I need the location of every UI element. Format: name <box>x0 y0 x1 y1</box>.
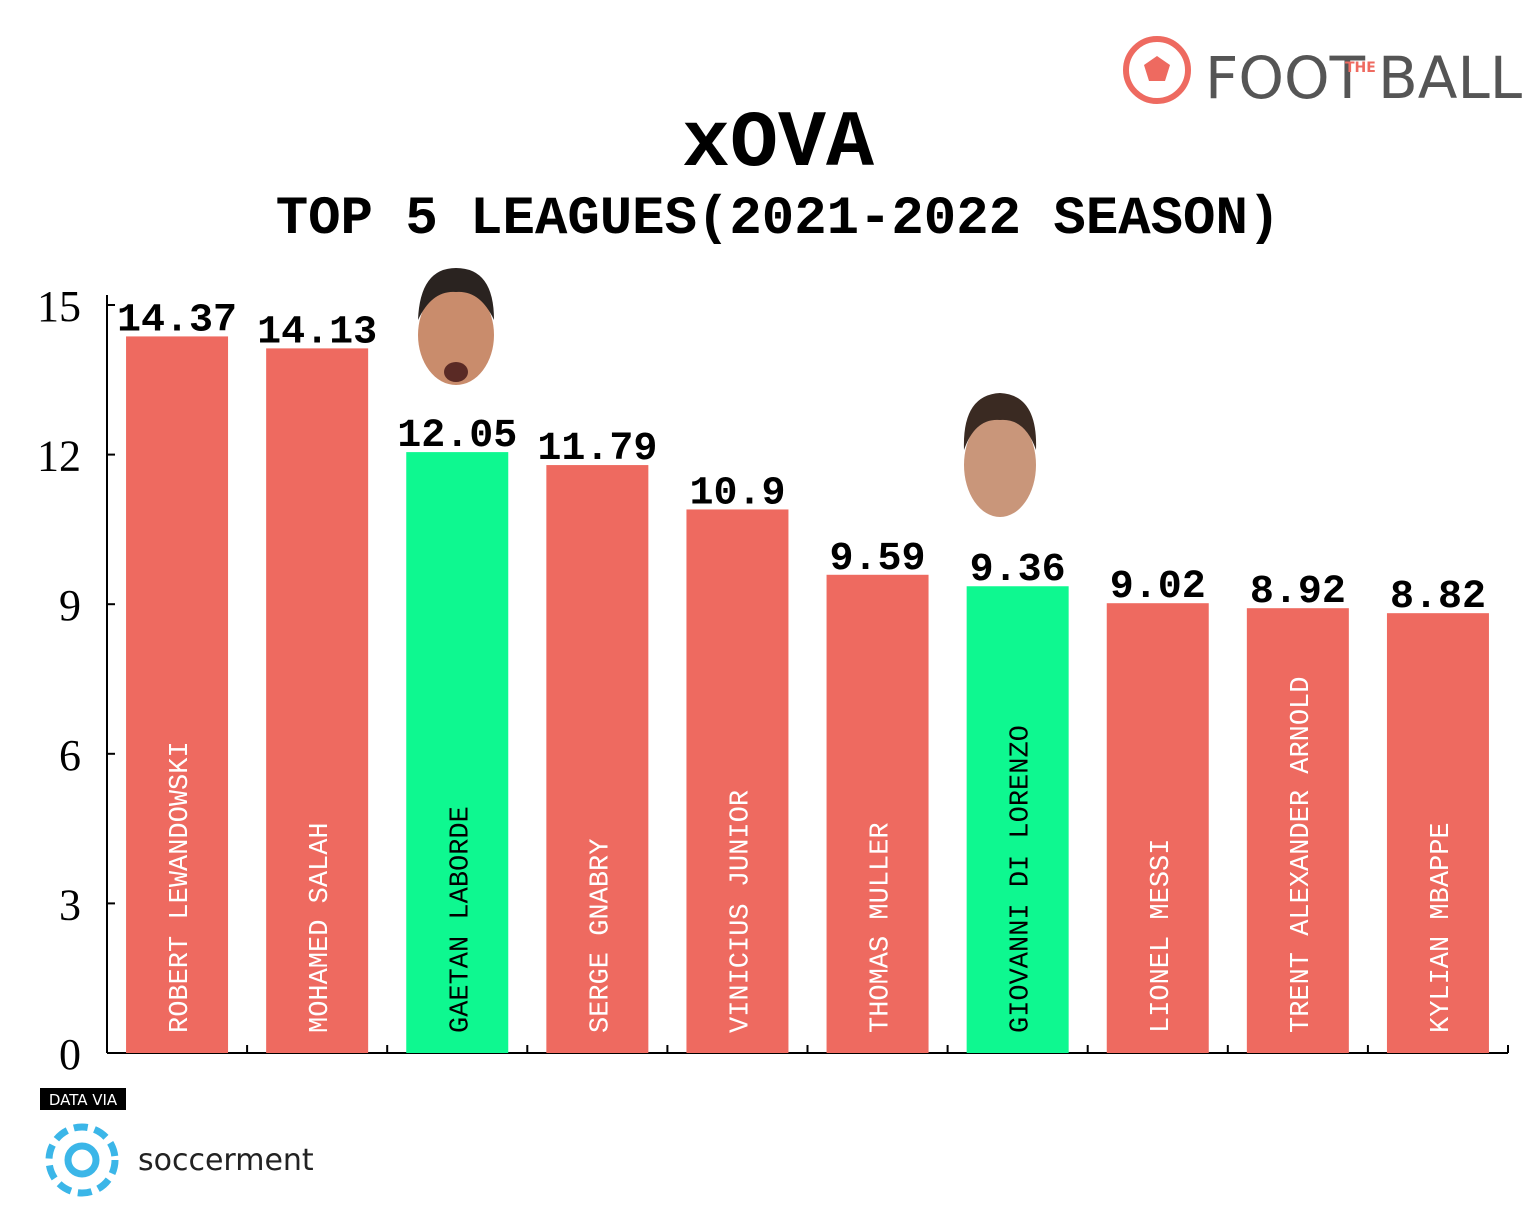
x-tick-label: GIOVANNI DI LORENZO <box>1007 725 1037 1033</box>
value-label: 14.13 <box>257 310 377 355</box>
x-tick-label: SERGE GNABRY <box>586 839 616 1033</box>
logo-text: BALL <box>1378 44 1522 112</box>
player-photo <box>963 393 1037 517</box>
x-tick-label: ROBERT LEWANDOWSKI <box>166 741 196 1033</box>
logo-text: FOOT <box>1205 44 1366 112</box>
x-tick-label: GAETAN LABORDE <box>446 806 476 1033</box>
bar <box>1246 608 1349 1053</box>
x-tick-label: LIONEL MESSI <box>1147 839 1177 1033</box>
y-tick-label: 6 <box>59 731 81 780</box>
bar <box>546 465 649 1053</box>
x-tick-label: THOMAS MULLER <box>867 822 897 1033</box>
y-tick-label: 9 <box>59 581 81 630</box>
bar <box>966 586 1069 1053</box>
source-badge <box>40 1088 126 1110</box>
chart-title: xOVA <box>682 99 875 190</box>
value-label: 9.59 <box>830 537 926 582</box>
value-label: 12.05 <box>397 414 517 459</box>
y-tick-label: 3 <box>59 880 81 929</box>
source-label: DATA VIA <box>49 1091 118 1109</box>
bar <box>686 509 789 1053</box>
bar <box>266 348 369 1053</box>
x-tick-label: TRENT ALEXANDER ARNOLD <box>1287 677 1317 1033</box>
x-tick-label: VINICIUS JUNIOR <box>726 790 756 1033</box>
bar <box>126 336 229 1053</box>
logo-ball-patch <box>1144 56 1170 81</box>
value-label: 9.02 <box>1110 565 1206 610</box>
y-tick-label: 15 <box>37 282 81 331</box>
value-label: 10.9 <box>689 471 785 516</box>
logo: FOOT THE BALL <box>1123 36 1522 112</box>
value-label: 8.82 <box>1390 575 1486 620</box>
bar <box>1386 613 1489 1053</box>
source-logo <box>45 1123 119 1197</box>
value-label: 11.79 <box>537 427 657 472</box>
player-photo <box>418 268 494 385</box>
logo-text: THE <box>1345 60 1376 76</box>
y-tick-label: 0 <box>59 1030 81 1079</box>
value-label: 14.37 <box>117 298 237 343</box>
logo-ball <box>1123 36 1191 104</box>
x-tick-label: KYLIAN MBAPPE <box>1427 822 1457 1033</box>
x-tick-label: MOHAMED SALAH <box>306 822 336 1033</box>
chart-subtitle: TOP 5 LEAGUES(2021-2022 SEASON) <box>276 189 1281 250</box>
bar <box>1106 603 1209 1053</box>
value-label: 8.92 <box>1250 570 1346 615</box>
source-name: soccerment <box>138 1143 314 1178</box>
value-label: 9.36 <box>970 548 1066 593</box>
bar <box>826 574 929 1053</box>
y-tick-label: 12 <box>37 432 81 481</box>
bar <box>406 452 509 1053</box>
